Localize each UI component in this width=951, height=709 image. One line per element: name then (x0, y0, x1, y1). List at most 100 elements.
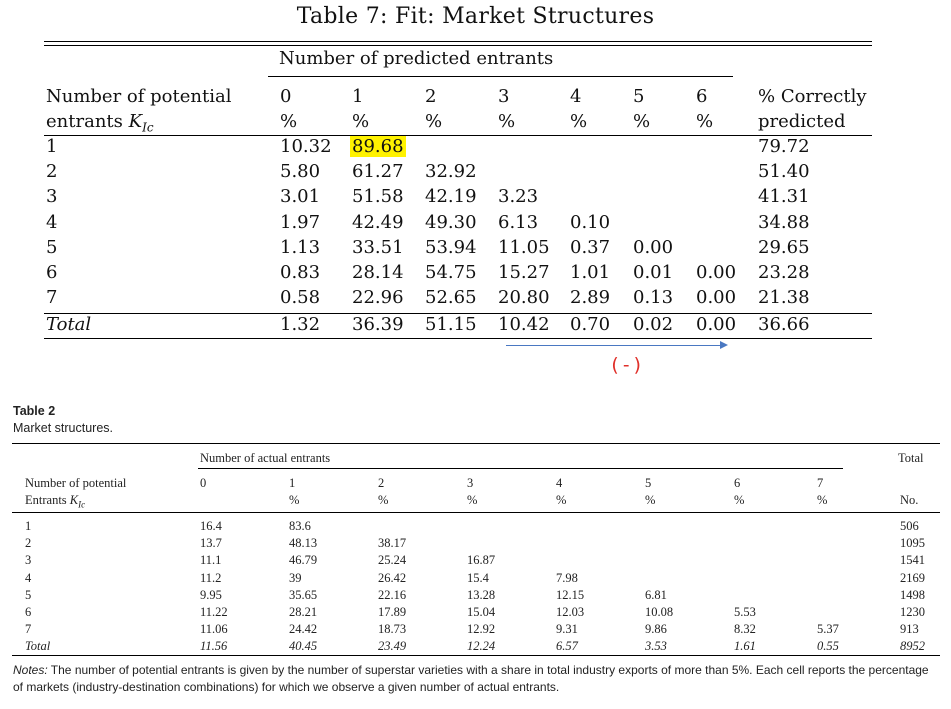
table2-no-cell: 506 (900, 519, 919, 533)
table7-cell-value: 0.10 (570, 211, 611, 233)
table7-col-unit-1: % (352, 111, 370, 132)
table2-cell: 15.04 (467, 605, 496, 619)
table7-row-label: 3 (46, 186, 58, 208)
notes-label: Notes: (13, 663, 48, 677)
table2-caption: Market structures. (13, 421, 114, 435)
table7-cell-value: 10.32 (280, 136, 332, 157)
table2-cell: 8.32 (734, 622, 756, 637)
table2-cell: 26.42 (378, 570, 407, 585)
table7-correct-header-line1: % Correctly (758, 86, 867, 107)
table2-cell: 25.24 (378, 553, 407, 568)
table2-row-label: 3 (25, 553, 32, 568)
table7-total-cell: 0.02 (633, 314, 674, 335)
table7-spanner: Number of predicted entrants (279, 48, 554, 69)
table2-total-label: Total (25, 639, 51, 653)
table7-col-unit-5: % (633, 111, 651, 132)
table2-cell: 48.13 (289, 536, 318, 551)
table2-header-rule (12, 512, 940, 513)
table2-cell: 13.7 (200, 536, 222, 551)
table2-col-header-2: 2 (378, 476, 385, 490)
table7-cell: 11.05 (498, 235, 550, 260)
table7-row-label: 6 (46, 262, 58, 283)
table2-top-rule (12, 443, 940, 444)
table2-cell: 18.73 (378, 622, 407, 637)
table7-col-header-5: 5 (633, 86, 645, 107)
table2-cell: 39 (289, 570, 302, 585)
table7-col-unit-2: % (425, 111, 443, 132)
table7-cell-value: 32.92 (425, 161, 477, 183)
table2-no-cell: 1541 (900, 553, 925, 568)
table2-total-cell: 40.45 (289, 639, 318, 653)
table2-row-label: 6 (25, 605, 32, 619)
table7-cell: 89.68 (350, 134, 406, 159)
table7-col-unit-4: % (570, 111, 588, 132)
table2-col-header-3: 3 (467, 476, 474, 490)
table2-cell: 15.4 (467, 570, 489, 585)
table2-cell: 7.98 (556, 570, 578, 585)
table2-col-unit-6: % (734, 493, 745, 507)
annotation-arrow-head-icon (720, 341, 728, 349)
table7-cell: 1.01 (570, 260, 610, 285)
table7-correct-header-line2: predicted (758, 111, 846, 132)
table7-cell-value: 0.37 (570, 236, 611, 258)
table2-col-header-7: 7 (817, 476, 824, 490)
table7-cell: 52.65 (425, 285, 477, 310)
table7-cell-value: 51.58 (352, 186, 404, 208)
table2-total-cell: 23.49 (378, 639, 407, 653)
table7-col-unit-3: % (498, 111, 516, 132)
table2-col-header-1: 1 (289, 476, 296, 490)
table7-col-header-6: 6 (696, 86, 708, 107)
table2-cell: 28.21 (289, 605, 318, 619)
table2-col-header-5: 5 (645, 476, 652, 490)
highlighted-cell-value: 89.68 (350, 136, 406, 157)
table7-cell: 42.19 (425, 184, 477, 209)
table7-col-header-2: 2 (425, 86, 437, 107)
table2-no-cell: 1498 (900, 587, 925, 602)
table2-cell: 11.1 (200, 553, 222, 568)
table7-correct-cell: 29.65 (758, 236, 810, 258)
table7-cell: 49.30 (425, 210, 477, 235)
annotation-minus-note: (-) (609, 354, 644, 376)
table7-cell-value: 53.94 (425, 236, 477, 258)
table7-cell: 0.00 (696, 260, 736, 285)
table2-col-unit-5: % (645, 493, 656, 507)
table7-cell: 0.00 (633, 235, 673, 260)
table7-cell: 6.13 (498, 210, 538, 235)
table7-cell-value: 0.13 (633, 287, 674, 309)
table2-cell: 5.37 (817, 622, 839, 637)
table7-cell: 20.80 (498, 285, 550, 310)
table2-no-cell: 2169 (900, 570, 925, 585)
table2-col-unit-2: % (378, 493, 389, 507)
table7-cell: 0.01 (633, 260, 673, 285)
table2-cell: 38.17 (378, 536, 407, 551)
table7-total-cell: 51.15 (425, 314, 477, 335)
table2-row-header-line2: Entrants KIc (25, 493, 86, 510)
table7-cell-value: 0.00 (696, 287, 737, 309)
table2-spanner: Number of actual entrants (200, 451, 331, 465)
table7-cell: 54.75 (425, 260, 477, 285)
table7-total-label: Total (46, 314, 92, 335)
table2-total-cell: 3.53 (645, 639, 667, 653)
table7-cell: 0.00 (696, 285, 736, 310)
table2-col-unit-4: % (556, 493, 567, 507)
table2-cell: 9.95 (200, 587, 222, 602)
table7-cell-value: 6.13 (498, 211, 539, 233)
table2-notes: Notes: The number of potential entrants … (13, 662, 941, 696)
table2-cell: 10.08 (645, 605, 674, 619)
table7-header-rule (44, 135, 872, 136)
table7-cell-value: 54.75 (425, 262, 477, 283)
table2-total-cell: 11.56 (200, 639, 228, 653)
table7-total-cell: 1.32 (280, 314, 321, 335)
table2-cell: 17.89 (378, 605, 407, 619)
table7-cell-value: 11.05 (498, 236, 550, 258)
table7-row-label: 1 (46, 136, 58, 157)
table2-no-header: No. (900, 493, 919, 507)
table2-cell: 16.4 (200, 519, 222, 533)
table7-cell: 0.37 (570, 235, 610, 260)
table7-cell-value: 1.01 (570, 262, 611, 283)
table2-row-label: 5 (25, 587, 32, 602)
table2-cell: 83.6 (289, 519, 311, 533)
table7-cell: 15.27 (498, 260, 550, 285)
table7-cell: 51.58 (352, 184, 404, 209)
table7-cell: 0.58 (280, 285, 320, 310)
